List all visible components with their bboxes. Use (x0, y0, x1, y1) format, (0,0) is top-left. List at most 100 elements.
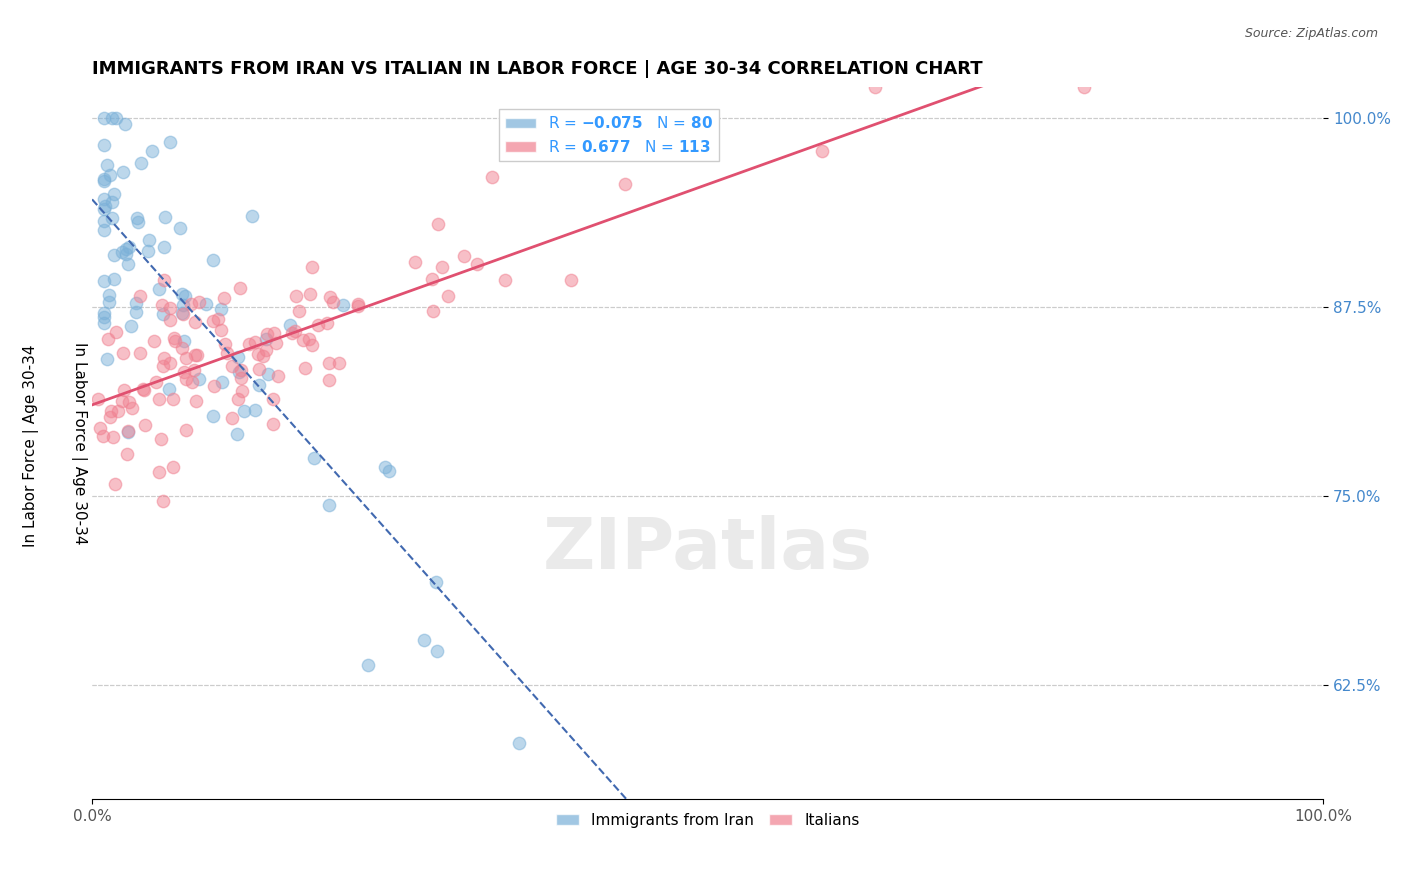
Point (100, 168, 122, 182)
Point (186, 394, 208, 409)
Point (214, 337, 236, 351)
Point (170, 305, 193, 319)
Point (163, 331, 186, 345)
Point (121, 401, 143, 416)
Point (465, 257, 488, 271)
Point (560, 273, 582, 287)
Point (226, 351, 249, 365)
Point (155, 210, 177, 224)
Point (152, 307, 174, 321)
Point (138, 233, 160, 247)
Point (143, 334, 166, 349)
Point (322, 295, 344, 310)
Point (302, 450, 325, 465)
Point (112, 165, 135, 179)
Point (118, 394, 141, 409)
Point (101, 211, 124, 225)
Point (267, 369, 290, 384)
Point (104, 326, 127, 340)
Point (89, 421, 111, 435)
Point (278, 318, 301, 332)
Point (232, 404, 254, 418)
Point (129, 156, 152, 170)
Point (209, 323, 232, 337)
Text: ZIPatlas: ZIPatlas (543, 516, 873, 584)
Point (318, 498, 340, 512)
Point (163, 334, 186, 348)
Point (256, 326, 278, 341)
Point (256, 343, 278, 358)
Point (437, 289, 460, 303)
Point (107, 404, 129, 418)
Point (201, 409, 224, 423)
Point (247, 347, 270, 361)
Point (120, 318, 142, 333)
Point (97, 294, 120, 309)
Point (226, 392, 249, 406)
Point (863, 80, 886, 95)
Point (174, 351, 197, 366)
Point (132, 382, 155, 396)
Point (110, 245, 132, 260)
Point (169, 220, 191, 235)
Point (129, 346, 152, 360)
Point (453, 249, 475, 263)
Point (229, 370, 252, 384)
Point (112, 384, 135, 398)
Point (114, 117, 136, 131)
Point (301, 260, 323, 274)
Point (377, 464, 399, 478)
Point (145, 376, 167, 390)
Point (159, 301, 181, 315)
Point (346, 297, 368, 311)
Point (810, 144, 832, 158)
Point (307, 318, 329, 332)
Point (174, 423, 197, 437)
Point (613, 178, 636, 192)
Point (111, 393, 134, 408)
Point (294, 360, 316, 375)
Point (159, 135, 181, 149)
Point (93, 213, 115, 227)
Point (103, 271, 125, 285)
Point (231, 363, 253, 377)
Point (159, 356, 181, 370)
Point (115, 242, 138, 256)
Point (243, 334, 266, 349)
Point (153, 351, 176, 365)
Point (172, 298, 194, 312)
Point (148, 392, 170, 406)
Point (413, 632, 436, 647)
Point (93, 172, 115, 186)
Point (187, 294, 209, 309)
Point (125, 211, 148, 225)
Point (430, 260, 453, 275)
Point (347, 299, 370, 313)
Point (125, 295, 148, 310)
Point (93, 202, 115, 216)
Point (141, 145, 163, 159)
Point (301, 338, 323, 352)
Point (148, 282, 170, 296)
Text: In Labor Force | Age 30-34: In Labor Force | Age 30-34 (22, 344, 39, 548)
Point (100, 404, 122, 418)
Point (425, 574, 447, 589)
Point (93, 316, 115, 330)
Point (240, 209, 263, 223)
Point (93, 223, 115, 237)
Point (93, 310, 115, 324)
Point (495, 273, 517, 287)
Point (508, 735, 530, 749)
Point (93, 429, 115, 443)
Point (217, 345, 239, 359)
Point (174, 371, 197, 385)
Point (103, 248, 125, 262)
Point (188, 372, 211, 386)
Point (101, 430, 124, 444)
Point (94, 199, 117, 213)
Point (231, 384, 253, 399)
Point (150, 432, 173, 446)
Point (93, 306, 115, 320)
Point (228, 365, 250, 379)
Point (96, 352, 118, 367)
